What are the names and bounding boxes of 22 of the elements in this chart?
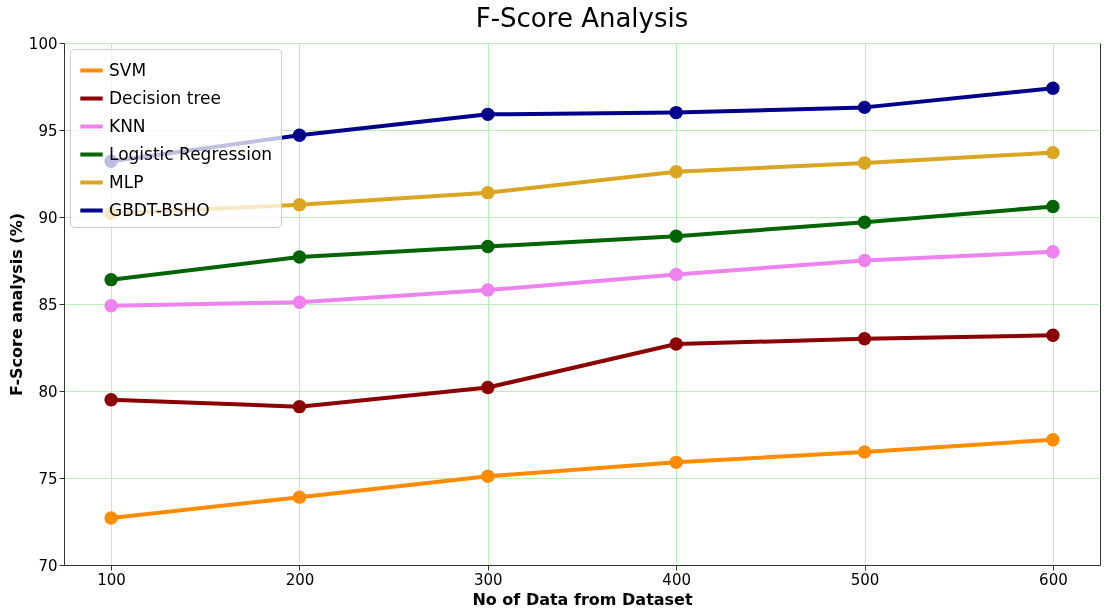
x-axis-title: No of Data from Dataset <box>472 589 693 609</box>
legend-label: Decision tree <box>109 87 221 108</box>
y-tick-label: 90 <box>38 208 58 227</box>
y-tick-label: 95 <box>38 121 58 140</box>
chart-title: F-Score Analysis <box>475 3 689 33</box>
x-tick-label: 100 <box>97 570 126 589</box>
legend-label: MLP <box>109 171 144 192</box>
y-tick-label: 75 <box>38 469 58 488</box>
legend-label: KNN <box>109 115 146 136</box>
y-tick-label: 80 <box>38 382 58 401</box>
y-tick-label: 70 <box>38 556 58 575</box>
y-tick-label: 100 <box>28 34 58 53</box>
legend-label: GBDT-BSHO <box>109 199 210 220</box>
legend-label: SVM <box>109 59 147 80</box>
x-tick-label: 300 <box>474 570 503 589</box>
y-tick-label: 85 <box>38 295 58 314</box>
x-tick-label: 600 <box>1039 570 1068 589</box>
x-tick-label: 400 <box>662 570 691 589</box>
legend-label: Logistic Regression <box>109 143 273 164</box>
x-tick-label: 200 <box>285 570 315 589</box>
x-tick-label: 500 <box>850 570 880 589</box>
y-axis-title: F-Score analysis (%) <box>6 212 26 397</box>
